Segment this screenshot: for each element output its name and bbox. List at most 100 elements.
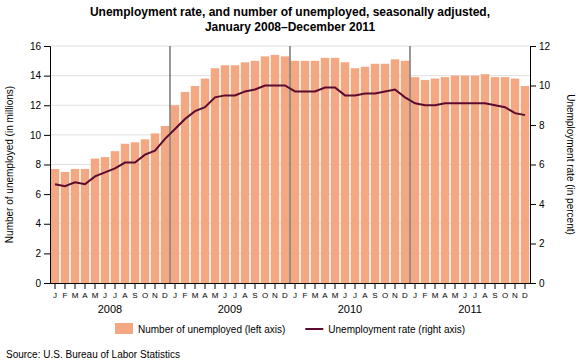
tick-mark (44, 224, 50, 225)
tick-mark (375, 283, 376, 289)
tick: M (312, 283, 319, 300)
tick-label: 8 (539, 120, 545, 131)
tick-mark (44, 105, 50, 106)
x-axis: JFMAMJJASONDJFMAMJJASONDJFMAMJJASONDJFMA… (51, 283, 531, 300)
tick-mark (155, 283, 156, 289)
bar (221, 65, 230, 283)
tick: A (82, 283, 88, 300)
bar (351, 68, 360, 283)
bar (101, 157, 110, 283)
tick-mark (530, 244, 536, 245)
tick-mark (44, 46, 50, 47)
tick: O (382, 283, 388, 300)
tick-mark (530, 283, 536, 284)
tick-label: A (482, 291, 488, 300)
y2-axis: 024681012 (530, 41, 551, 289)
tick-label: N (272, 291, 278, 300)
tick-label: O (502, 291, 508, 300)
tick-label: A (122, 291, 128, 300)
legend-item: Number of unemployed (left axis) (115, 323, 285, 335)
group-divider (170, 46, 171, 283)
legend: Number of unemployed (left axis) Unemploy… (115, 323, 465, 335)
tick: 12 (30, 100, 50, 111)
tick: 6 (35, 189, 50, 200)
tick: M (72, 283, 79, 300)
tick: D (162, 283, 168, 300)
bar (321, 58, 330, 283)
tick-mark (215, 283, 216, 289)
tick-label: A (242, 291, 248, 300)
tick-label: O (382, 291, 388, 300)
tick-label: 6 (539, 159, 545, 170)
tick: A (202, 283, 208, 300)
bar (281, 56, 290, 283)
tick: M (212, 283, 219, 300)
tick-mark (345, 283, 346, 289)
tick-mark (65, 283, 66, 289)
tick-label: S (132, 291, 137, 300)
bar (471, 76, 480, 283)
tick: F (183, 283, 188, 300)
tick: O (502, 283, 508, 300)
tick: F (63, 283, 68, 300)
tick: 4 (530, 199, 545, 210)
tick: J (473, 283, 477, 300)
tick-mark (305, 283, 306, 289)
tick-mark (265, 283, 266, 289)
tick-mark (485, 283, 486, 289)
tick-label: J (473, 291, 477, 300)
tick-label: M (452, 291, 459, 300)
tick-label: J (463, 291, 467, 300)
tick-mark (255, 283, 256, 289)
tick: 6 (530, 159, 545, 170)
tick-mark (295, 283, 296, 289)
tick-label: J (413, 291, 417, 300)
tick-label: N (512, 291, 518, 300)
tick-label: M (432, 291, 439, 300)
tick-mark (435, 283, 436, 289)
tick-mark (530, 46, 536, 47)
tick-label: 10 (539, 80, 551, 91)
bar (441, 77, 450, 283)
title-line: January 2008–December 2011 (205, 20, 375, 34)
tick-label: 8 (35, 159, 41, 170)
tick-label: 10 (30, 130, 42, 141)
tick: 10 (530, 80, 551, 91)
plot: JFMAMJJASONDJFMAMJJASONDJFMAMJJASONDJFMA… (30, 41, 551, 300)
bar (311, 61, 320, 283)
tick: J (103, 283, 107, 300)
bar (301, 61, 310, 283)
tick: 2 (35, 248, 50, 259)
tick-mark (285, 283, 286, 289)
title: Unemployment rate, and number of unemplo… (90, 5, 490, 34)
bar (81, 169, 90, 283)
tick: O (142, 283, 148, 300)
tick: D (522, 283, 528, 300)
tick-label: O (262, 291, 268, 300)
tick-mark (495, 283, 496, 289)
chart: Unemployment rate, and number of unemplo… (0, 0, 580, 363)
bar (251, 61, 260, 283)
tick-label: N (152, 291, 158, 300)
tick: M (432, 283, 439, 300)
tick-label: J (223, 291, 227, 300)
tick-label: D (162, 291, 168, 300)
tick: A (122, 283, 128, 300)
tick-mark (425, 283, 426, 289)
tick-label: A (362, 291, 368, 300)
axis-title: Unemployment rate (in percent) (565, 94, 576, 235)
group-dividers (170, 46, 410, 283)
tick: M (192, 283, 199, 300)
tick: 12 (530, 41, 551, 52)
legend-item: Unemployment rate (right axis) (305, 324, 465, 335)
bar (481, 74, 490, 283)
tick-label: 14 (30, 70, 42, 81)
tick-label: M (332, 291, 339, 300)
bar (411, 77, 420, 283)
group-label: 2009 (218, 303, 242, 315)
bar (511, 79, 520, 283)
bar (231, 65, 240, 283)
tick-mark (355, 283, 356, 289)
tick-label: N (392, 291, 398, 300)
tick-mark (115, 283, 116, 289)
